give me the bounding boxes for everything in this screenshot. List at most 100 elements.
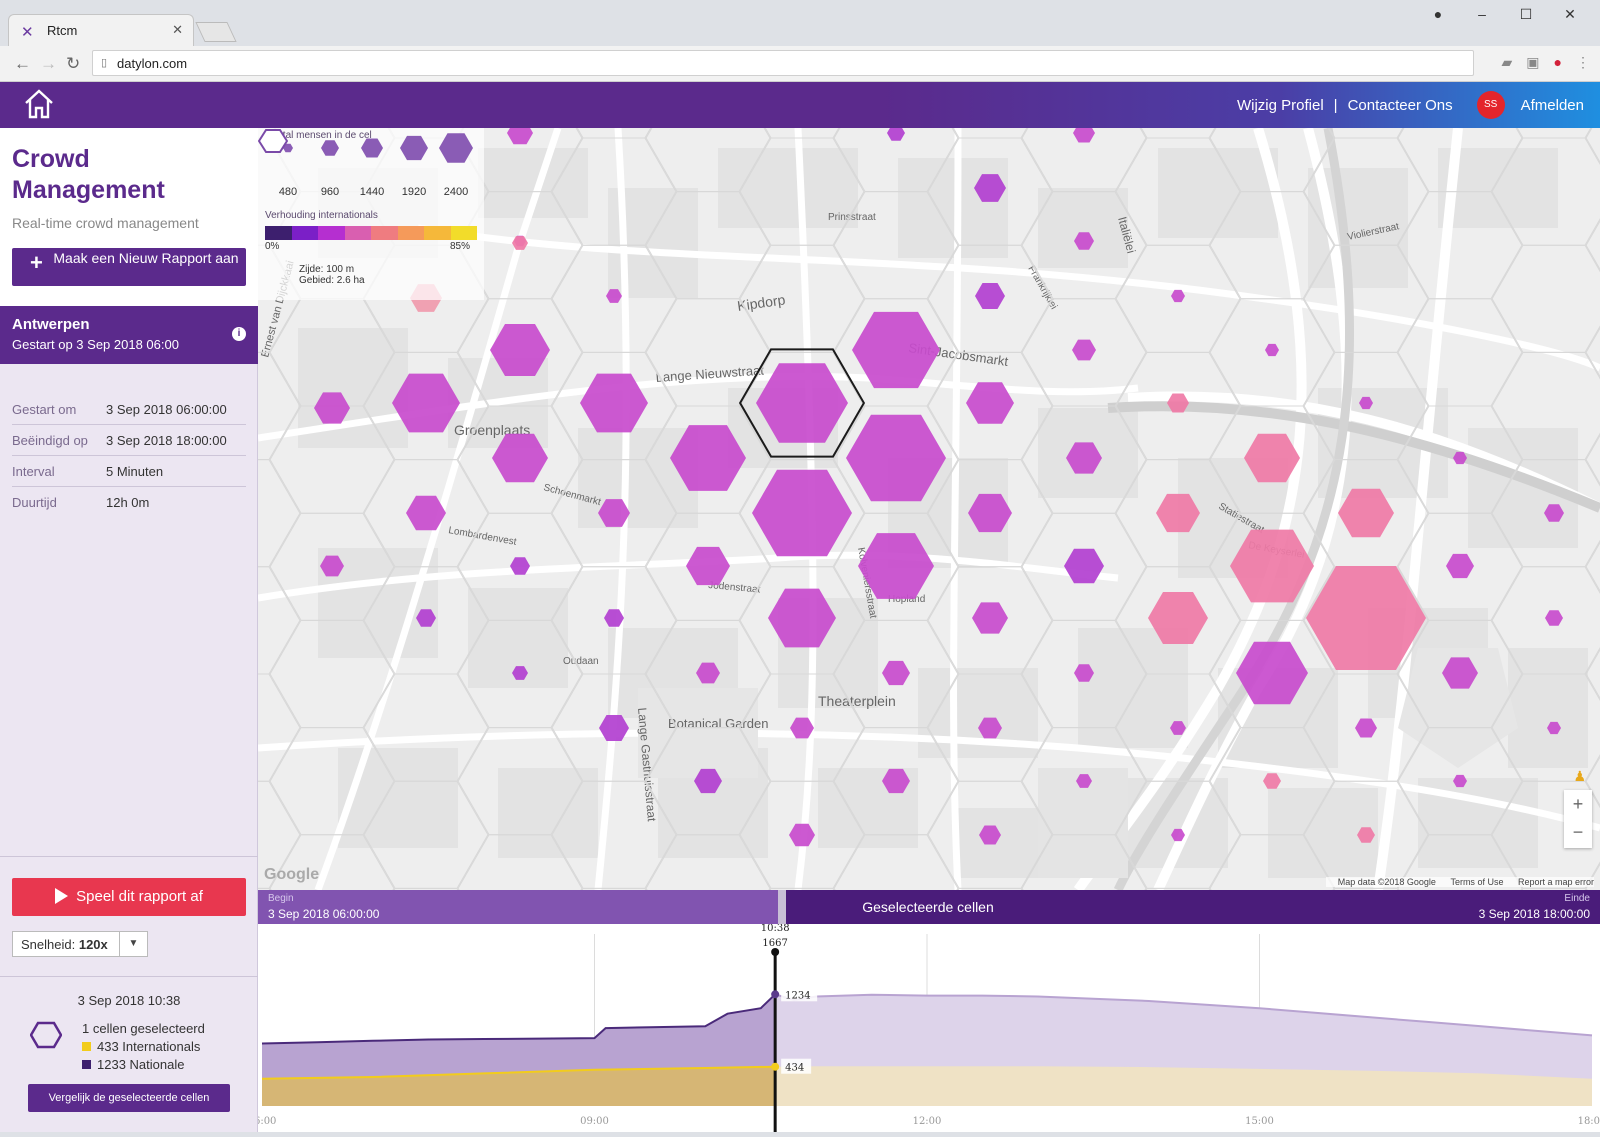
browser-tab-strip: ✕ Rtcm ✕ ● – ☐ ✕ (0, 0, 1600, 46)
minimize-icon[interactable]: – (1478, 6, 1486, 22)
divider (0, 856, 258, 857)
map-data-credit: Map data ©2018 Google (1337, 877, 1436, 887)
cursor-nationals-label: 1234 (785, 990, 810, 1001)
menu-icon[interactable]: ⋮ (1576, 54, 1590, 70)
detail-label: Duurtijd (12, 495, 57, 510)
sidebar: Crowd Management Real-time crowd managem… (0, 128, 258, 1132)
crowd-cell (752, 469, 852, 557)
timeline-begin-label: Begin (268, 893, 294, 904)
map[interactable]: Kipdorp Lange Nieuwstraat Sint-Jacobsmarkt… (258, 128, 1600, 890)
legend-color-step (291, 226, 318, 240)
profile-icon[interactable]: ● (1433, 6, 1443, 22)
contact-link[interactable]: Contacteer Ons (1347, 96, 1453, 114)
legend-color-scale (265, 226, 477, 240)
legend-size-label: 2400 (443, 186, 469, 198)
speed-select[interactable]: Snelheid: 120x ▼ (12, 931, 148, 957)
crowd-cell (968, 493, 1012, 533)
crowd-cell (846, 414, 946, 502)
nationals-line (261, 993, 776, 1045)
crowd-cell (882, 768, 910, 794)
crowd-cell (490, 324, 550, 376)
zoom-in-button[interactable]: + (1572, 794, 1584, 814)
internationals-row: 433 Internationals (82, 1038, 205, 1056)
crowd-cell (492, 433, 548, 483)
maximize-icon[interactable]: ☐ (1519, 6, 1533, 22)
value-label-bg (781, 986, 818, 1002)
forward-icon[interactable]: → (40, 54, 57, 73)
pegman-icon[interactable]: ♟ (1573, 768, 1586, 784)
url-input[interactable]: ▯ datylon.com (92, 50, 1474, 76)
close-tab-icon[interactable]: ✕ (172, 22, 183, 37)
timeline-end-time: 3 Sep 2018 18:00:00 (1478, 907, 1590, 921)
cursor-internationals-label: 434 (785, 1063, 804, 1074)
close-window-icon[interactable]: ✕ (1564, 6, 1576, 22)
address-bar-row: ← → ↻ ▯ datylon.com ▰ ▣ ● ⋮ (0, 46, 1600, 82)
report-error-link[interactable]: Report a map error (1517, 877, 1594, 887)
avatar[interactable]: SS (1476, 91, 1505, 119)
zoom-out-button[interactable]: − (1572, 822, 1584, 842)
crowd-cell (1446, 553, 1474, 579)
crowd-cell (852, 311, 940, 389)
map-park (638, 688, 758, 778)
terms-link[interactable]: Terms of Use (1450, 877, 1504, 887)
crowd-cell (756, 363, 848, 443)
logout-link[interactable]: Afmelden (1520, 96, 1584, 114)
crowd-cell (1338, 488, 1394, 538)
crowd-cell (416, 609, 436, 627)
page-info-icon[interactable]: ▯ (101, 57, 108, 69)
new-report-button[interactable]: + Maak een Nieuw Rapport aan (12, 248, 246, 286)
cursor-nationals-dot (771, 990, 780, 999)
extension-icon[interactable]: ▣ (1526, 54, 1540, 70)
crowd-cell (392, 373, 460, 433)
pinterest-icon[interactable]: ● (1553, 54, 1562, 70)
crowd-cell (1148, 592, 1208, 644)
extension-icon[interactable]: ▰ (1501, 54, 1513, 70)
map-block (338, 748, 458, 848)
legend-hex-side: Zijde: 100 m (299, 264, 355, 275)
grid-cell (581, 887, 647, 890)
timeline-bar[interactable]: Begin 3 Sep 2018 06:00:00 Geselecteerde … (258, 890, 1600, 924)
crowd-cell (606, 289, 622, 303)
home-icon[interactable] (22, 88, 56, 120)
grid-cell (1585, 863, 1600, 890)
map-street-label: Oudaan (563, 656, 599, 667)
new-tab-button[interactable] (195, 22, 237, 42)
back-icon[interactable]: ← (14, 54, 31, 73)
timeline-handle[interactable] (778, 890, 786, 924)
map-attribution: Map data ©2018 Google Terms of Use Repor… (1325, 877, 1594, 887)
play-report-button[interactable]: Speel dit rapport af (12, 878, 246, 916)
crowd-cell (314, 392, 350, 424)
crowd-cell (768, 588, 836, 648)
grid-cell (1333, 887, 1399, 890)
crowd-cell (975, 283, 1005, 309)
crowd-area-chart[interactable]: 06:00 09:00 12:00 15:00 18:00 10:38 1667 1234 43… (248, 923, 1600, 1132)
crowd-cell (320, 555, 344, 577)
timeline-title: Geselecteerde cellen (862, 899, 994, 915)
internationals-line (261, 1065, 776, 1080)
legend-size-hexagons (283, 133, 473, 163)
compare-cells-button[interactable]: Vergelijk de geselecteerde cellen (28, 1084, 230, 1112)
info-icon[interactable]: i (232, 327, 246, 341)
browser-tab[interactable]: ✕ Rtcm ✕ (8, 14, 194, 46)
map-block (898, 158, 1008, 258)
grid-cell (1585, 434, 1600, 485)
map-road (594, 128, 630, 890)
grid-cell (1585, 541, 1600, 592)
crowd-cell (887, 128, 905, 141)
crowd-cell (1265, 343, 1279, 357)
edit-profile-link[interactable]: Wijzig Profiel (1236, 96, 1324, 114)
crowd-cell (1306, 566, 1426, 670)
legend-color-step (424, 226, 451, 240)
crowd-cell (966, 382, 1014, 424)
legend-color-step (344, 226, 371, 240)
timeline-end-label: Einde (1564, 893, 1590, 904)
report-details: Gestart om 3 Sep 2018 06:00:00 Beëindigd … (12, 394, 246, 518)
crowd-chart[interactable]: 06:00 09:00 12:00 15:00 18:00 10:38 1667 1234 43… (248, 923, 1600, 1132)
reload-icon[interactable]: ↻ (66, 54, 81, 73)
map-park (1398, 648, 1518, 768)
window-controls: ● – ☐ ✕ (1416, 6, 1592, 23)
grid-cell (1145, 887, 1211, 890)
chevron-down-icon[interactable]: ▼ (119, 932, 147, 956)
cursor-total-label: 1667 (762, 938, 787, 949)
